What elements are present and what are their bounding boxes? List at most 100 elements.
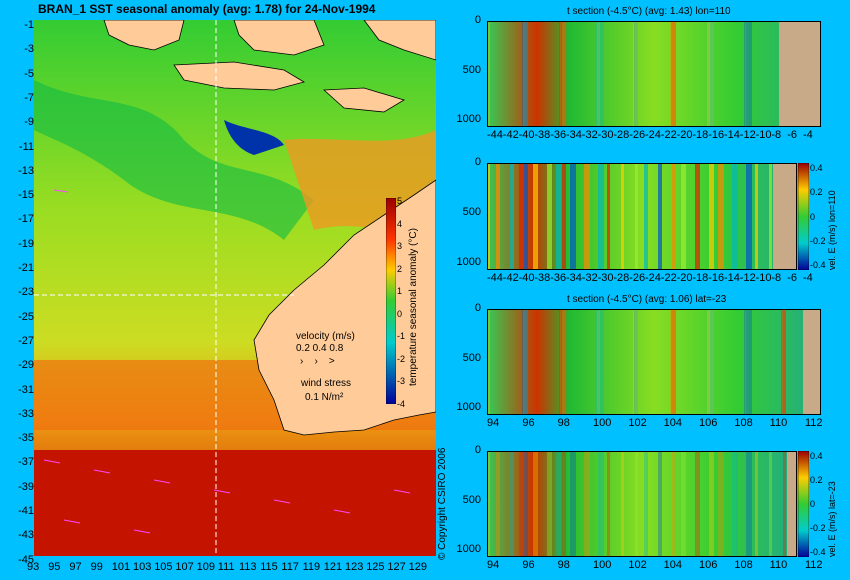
section-streak [561, 451, 566, 557]
lon-tick: 123 [345, 561, 364, 573]
panel-x-tick: -36 [550, 272, 567, 284]
section-streak [746, 309, 752, 415]
panel-x-tick: 110 [769, 417, 788, 429]
section-streak [597, 21, 600, 127]
panel-x-tick: -28 [613, 129, 630, 141]
section-streak [633, 309, 638, 415]
section-streak [672, 21, 676, 127]
section-streak [556, 163, 562, 270]
wind-label: wind stress [301, 378, 352, 389]
panel-x-tick: -28 [613, 272, 630, 284]
cold-eddy [224, 120, 284, 155]
velocity-colorbar-tick: -0.2 [810, 235, 826, 246]
section-streak [707, 21, 710, 127]
panel-x-tick: -26 [629, 129, 646, 141]
section-streak [718, 163, 724, 270]
panel-x-tick: 112 [805, 417, 823, 429]
section-streak [598, 163, 604, 270]
panel-y-tick: 500 [462, 493, 481, 506]
section-streak [769, 451, 772, 557]
panel-y-tick: 1000 [456, 400, 481, 413]
sumatra-landmass [103, 20, 185, 51]
section-streak [672, 309, 676, 415]
lon-tick: 115 [260, 561, 278, 573]
section-streak [732, 163, 738, 270]
sulawesi-landmass [363, 20, 436, 61]
velocity-colorbar-tick: 0 [810, 211, 816, 222]
section-streak [709, 163, 714, 270]
section-streak [496, 451, 500, 557]
lat-tick: -23 [18, 286, 34, 299]
section-streak [598, 451, 604, 557]
velocity-label: velocity (m/s) [296, 331, 355, 342]
section-streak [598, 21, 604, 127]
section-streak [621, 163, 624, 270]
panel-x-tick: -24 [645, 129, 661, 141]
lon-tick: 125 [366, 561, 385, 573]
section-streak [533, 163, 538, 270]
panel-x-tick: 112 [805, 559, 823, 571]
section-streak [672, 163, 676, 270]
panel-x-tick: 94 [487, 417, 500, 429]
lon-tick: 95 [48, 561, 61, 573]
section-streak [598, 309, 604, 415]
section-panel [487, 163, 797, 270]
panel-x-tick: -36 [550, 129, 567, 141]
lon-tick: 103 [133, 561, 152, 573]
section-streak [744, 21, 748, 127]
colorbar-tick: 2 [397, 263, 403, 274]
panel-x-tick: -42 [502, 129, 519, 141]
section-streak [783, 309, 786, 415]
section-streak [671, 309, 676, 415]
panel-y-tick: 1000 [456, 542, 481, 555]
colorbar-tick: 5 [397, 196, 403, 206]
lon-tick: 113 [239, 561, 257, 573]
section-streak [522, 309, 528, 415]
cool-eddies [34, 80, 314, 240]
section-streak [561, 21, 566, 127]
panel-x-tick: -32 [581, 129, 598, 141]
panel-x-tick: 108 [734, 559, 753, 571]
lat-tick: -41 [18, 505, 34, 517]
panel-x-tick: -38 [534, 129, 551, 141]
section-streak [547, 451, 552, 557]
lat-tick: -19 [18, 237, 34, 250]
section-streak [561, 309, 566, 415]
section-streak [560, 21, 566, 127]
java-landmass [173, 61, 306, 91]
section-streak [559, 21, 562, 127]
panel-x-tick: -24 [645, 272, 661, 284]
lat-tick: -25 [18, 310, 34, 323]
panel-x-tick: -40 [518, 129, 535, 141]
panel-x-tick: -22 [660, 129, 677, 141]
panel-x-tick: -38 [534, 272, 551, 284]
wind-stress-arrows [43, 189, 411, 534]
panel-x-tick: -22 [660, 272, 677, 284]
section-streak [556, 451, 562, 557]
section-streak [681, 163, 686, 270]
colorbar-tick: 3 [397, 241, 403, 251]
section-streak [670, 309, 676, 415]
section-streak [635, 163, 638, 270]
panel-x-tick: 106 [699, 417, 718, 429]
lon-tick: 107 [175, 561, 194, 573]
panel-y-tick: 500 [462, 206, 481, 219]
section-streak [746, 21, 752, 127]
section-streak [695, 451, 700, 557]
section-streak [745, 21, 748, 127]
section-streak [597, 309, 600, 415]
section-streak [708, 21, 714, 127]
colorbar-tick: -2 [397, 353, 406, 364]
section-streak [596, 309, 600, 415]
panel-frame [487, 21, 821, 127]
lon-tick: 119 [302, 561, 321, 573]
section-streak [510, 451, 514, 557]
section-streak [621, 451, 624, 557]
section-streak [769, 163, 772, 270]
lat-tick: -13 [18, 164, 34, 177]
lon-tick: 117 [281, 561, 299, 573]
land-mask [773, 163, 797, 270]
section-streak [670, 21, 676, 127]
section-streak [607, 451, 610, 557]
section-streak [746, 451, 752, 557]
